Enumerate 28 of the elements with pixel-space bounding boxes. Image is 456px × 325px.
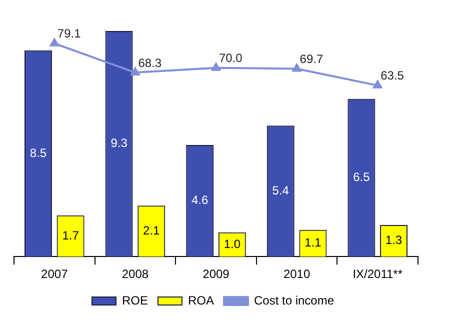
- legend-label: ROE: [122, 293, 148, 308]
- data-label: 9.3: [110, 136, 128, 150]
- data-label: 5.4: [272, 183, 290, 198]
- point: [373, 80, 382, 88]
- data-label: 6.5: [353, 170, 370, 184]
- data-label: 1.1: [304, 236, 322, 250]
- point: [130, 67, 140, 76]
- data-label: 1.3: [385, 233, 402, 248]
- legend-label: ROA: [188, 293, 214, 308]
- x-tick-label: IX/2011**: [352, 267, 403, 282]
- x-tick-label: 2007: [41, 267, 68, 282]
- data-label: 4.6: [191, 193, 209, 208]
- legend-label: Cost to income: [254, 293, 334, 308]
- data-label: 63.5: [380, 68, 404, 83]
- data-label: 70.0: [219, 51, 243, 66]
- data-label: 2.1: [143, 223, 160, 238]
- data-label: 1.7: [62, 228, 80, 242]
- data-label: 8.5: [30, 146, 47, 160]
- point: [212, 62, 220, 71]
- point: [292, 64, 302, 72]
- data-label: 79.1: [57, 26, 82, 41]
- x-tick-label: 2008: [122, 267, 149, 282]
- point: [50, 38, 59, 46]
- data-label: 68.3: [138, 56, 162, 70]
- x-tick-label: 2010: [283, 267, 310, 282]
- data-label: 69.7: [300, 52, 324, 66]
- data-label: 1.0: [224, 236, 241, 251]
- x-tick-label: 2009: [202, 267, 230, 282]
